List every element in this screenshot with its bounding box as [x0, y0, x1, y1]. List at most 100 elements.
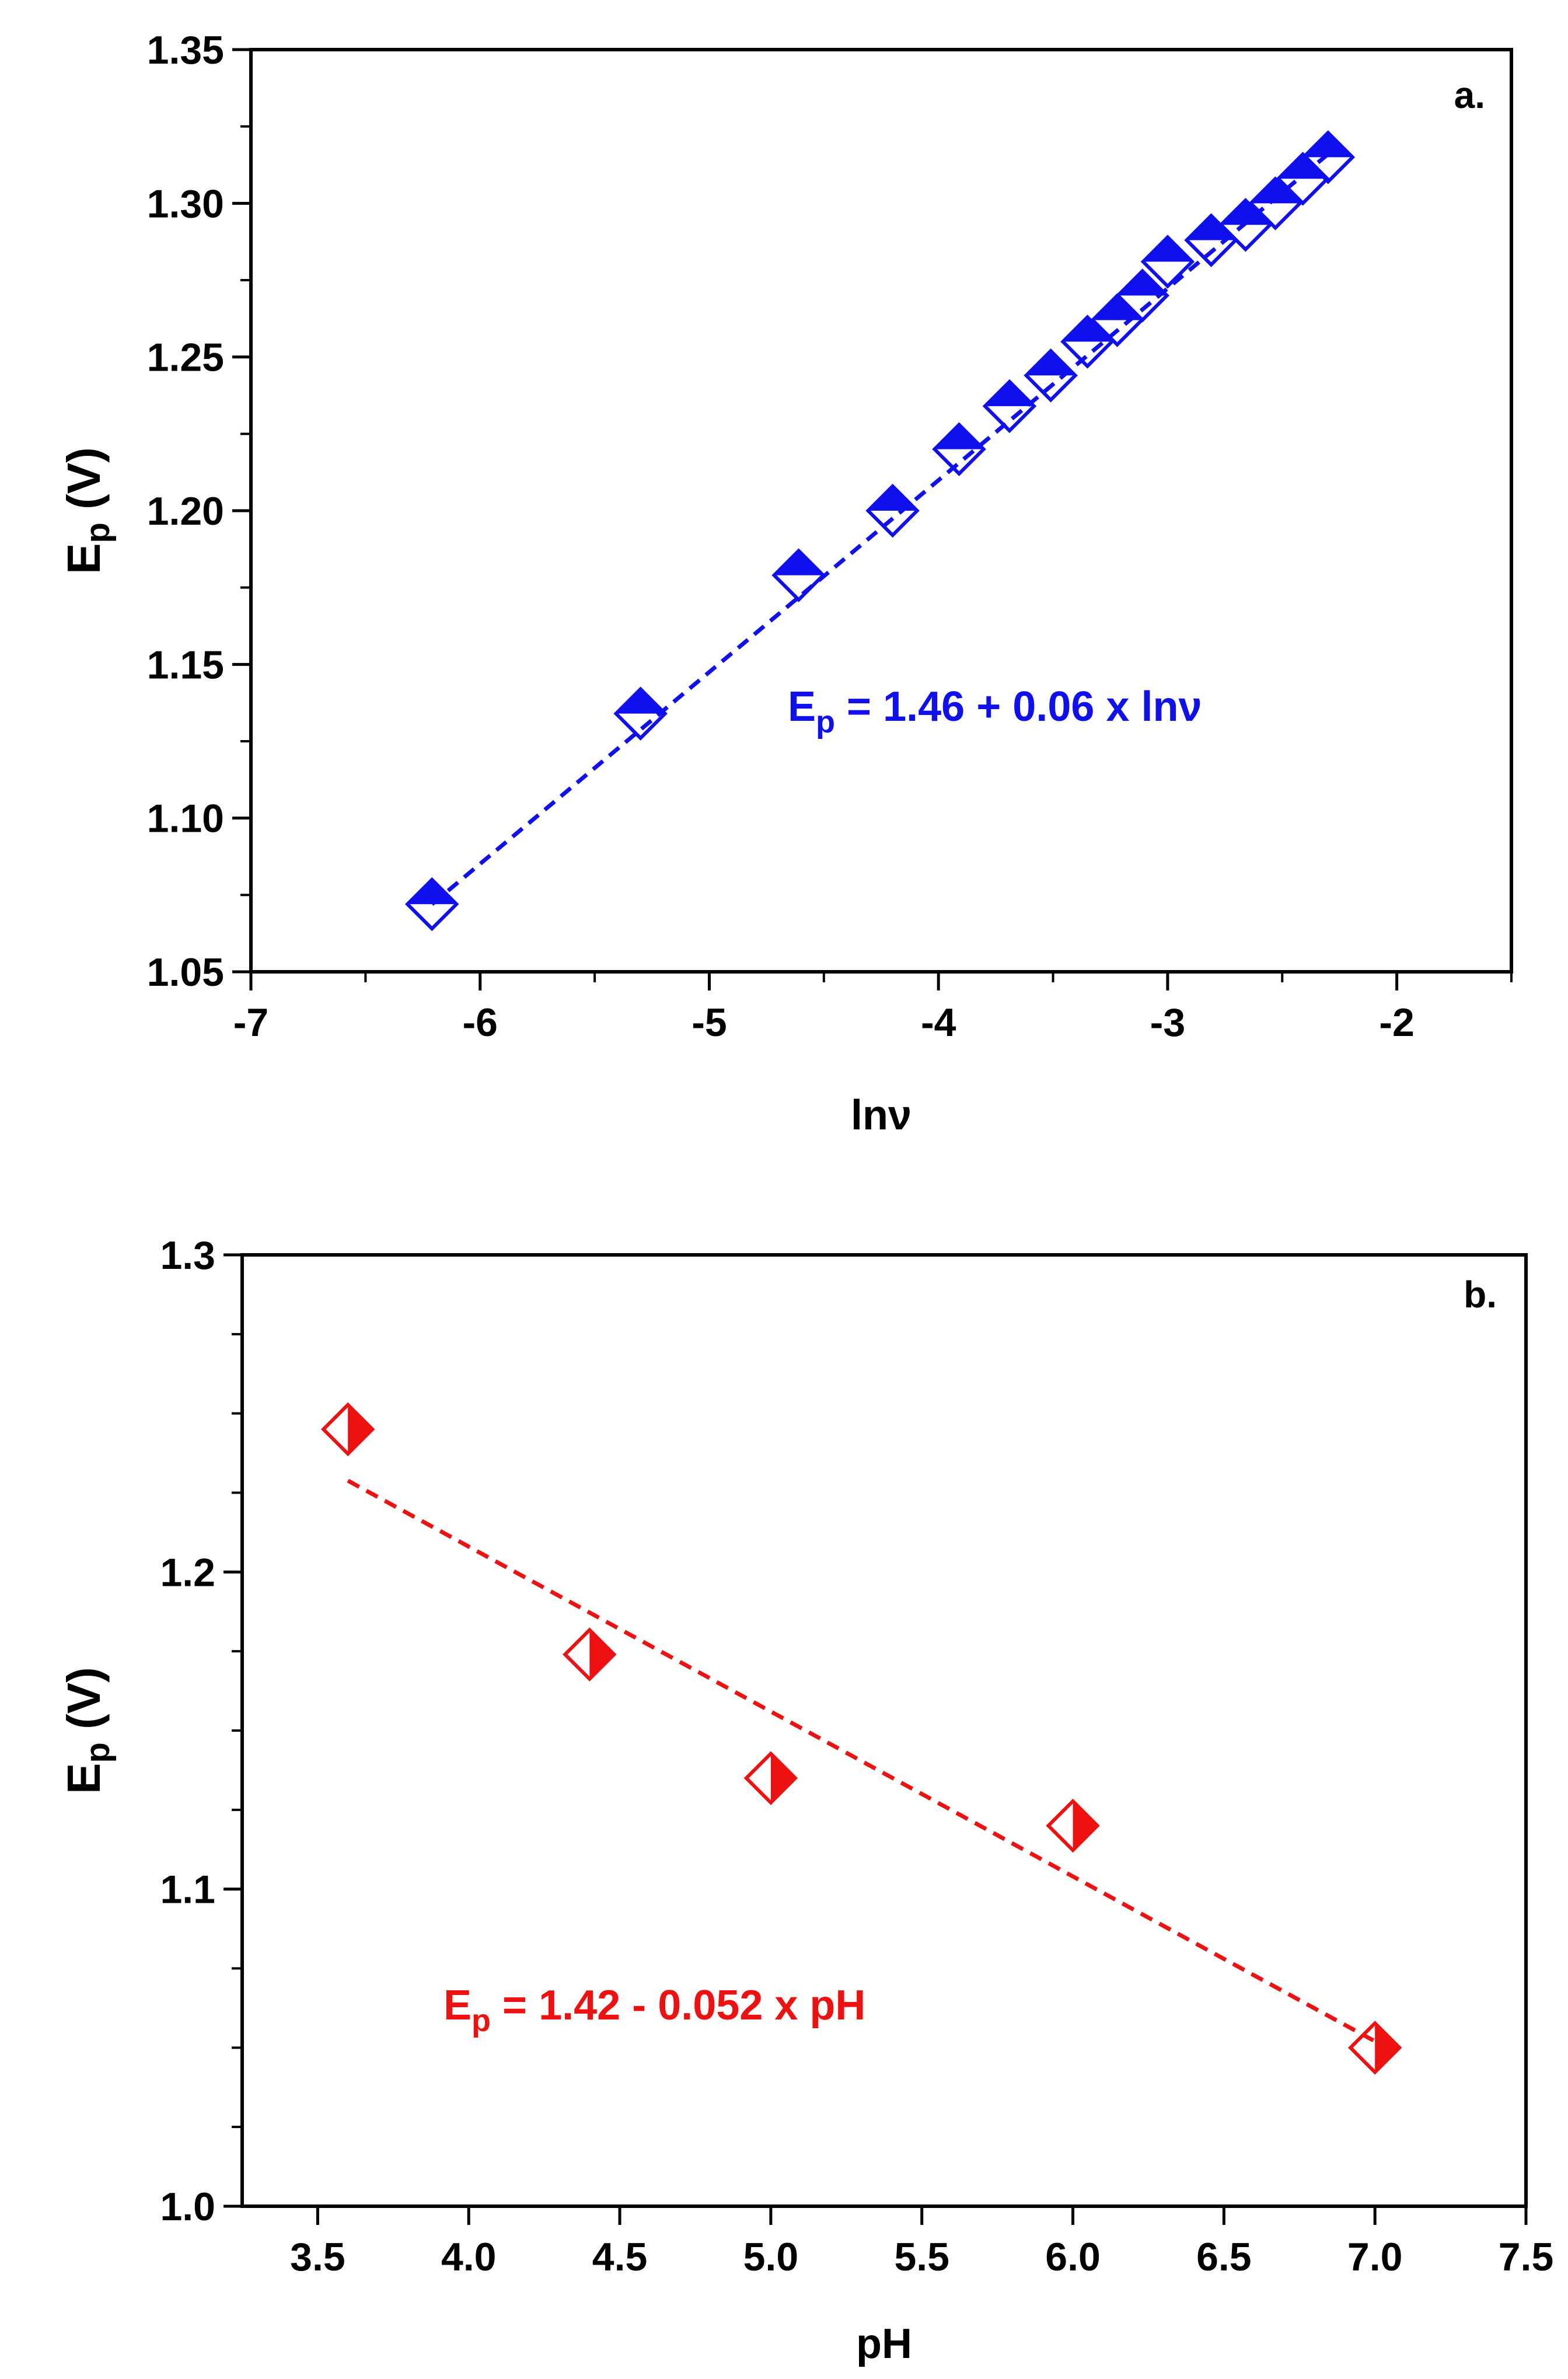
marker-fill [770, 1753, 795, 1803]
fit-line-dashed [347, 1478, 1376, 2043]
y-tick-label: 1.05 [147, 950, 224, 995]
data-points [405, 130, 1356, 932]
data-point [1301, 130, 1356, 184]
marker-fill [616, 689, 665, 714]
y-axis-label-rest: (V) [58, 447, 110, 522]
y-axis-ticks: 1.0 1.1 1.2 1.3 [160, 1233, 242, 2229]
marker-fill [1251, 179, 1300, 204]
marker-outline [1115, 268, 1169, 323]
data-point [1115, 268, 1169, 323]
panel-label: b. [1464, 1274, 1497, 1316]
data-point [1347, 2021, 1402, 2075]
y-tick-label: 1.10 [147, 797, 224, 841]
y-tick-label: 1.15 [147, 643, 224, 687]
marker-outline [743, 1751, 798, 1805]
x-tick-label: -4 [921, 1000, 956, 1045]
data-point [743, 1751, 798, 1805]
data-point [613, 686, 668, 741]
data-point [982, 379, 1037, 434]
marker-fill [1026, 351, 1075, 376]
marker-fill [934, 424, 984, 449]
marker-outline [1347, 2021, 1402, 2075]
x-tick-label: 4.0 [441, 2235, 497, 2279]
data-point [932, 422, 986, 476]
x-axis-label: lnν [851, 1092, 912, 1139]
x-tick-label: -2 [1379, 1000, 1414, 1045]
panel-label: a. [1454, 74, 1485, 116]
data-point [405, 877, 459, 932]
marker-outline [932, 422, 986, 476]
fit-line [431, 152, 1330, 906]
fit-equation: Ep = 1.42 - 0.052 x pH [443, 1982, 865, 2038]
data-point [1060, 315, 1115, 369]
x-tick-label: 5.0 [743, 2235, 799, 2279]
y-axis-label-sub: p [79, 1742, 117, 1763]
chart-panel-a: -7 -6 -5 -4 -3 -2 1.05 1.10 1.15 1.20 1.25 1.30 1.3… [58, 28, 1513, 1139]
plot-frame [240, 1253, 1528, 2208]
marker-fill [1375, 2023, 1400, 2073]
marker-fill [348, 1404, 373, 1454]
x-tick-label: 7.5 [1499, 2235, 1554, 2279]
chart-panel-b: 3.5 4.0 4.5 5.0 5.5 6.0 6.5 7.0 7.5 1.0 1.1 1.2 1.3… [58, 1233, 1553, 2367]
y-axis-label: Ep (V) [58, 447, 117, 574]
data-point [1248, 176, 1302, 231]
fit-equation-rest: = 1.46 + 0.06 x lnν [835, 683, 1202, 730]
marker-fill [774, 550, 823, 575]
marker-outline [405, 877, 459, 932]
y-tick-label: 1.30 [147, 182, 224, 226]
marker-fill [1073, 1801, 1098, 1850]
x-tick-label: 6.0 [1045, 2235, 1101, 2279]
fit-equation-main: E [788, 683, 816, 730]
y-tick-label: 1.25 [147, 336, 224, 380]
x-tick-label: 7.0 [1347, 2235, 1403, 2279]
fit-equation-sub: p [816, 704, 835, 739]
y-tick-label: 1.35 [147, 28, 224, 72]
data-point [865, 483, 920, 538]
y-axis-label: Ep (V) [58, 1667, 117, 1794]
x-axis-ticks: 3.5 4.0 4.5 5.0 5.5 6.0 6.5 7.0 7.5 [290, 2206, 1553, 2279]
data-point [1046, 1798, 1100, 1853]
fit-equation-main: E [443, 1982, 472, 2029]
marker-outline [1140, 235, 1195, 289]
x-tick-label: 3.5 [290, 2235, 345, 2279]
x-axis-ticks: -7 -6 -5 -4 -3 -2 [233, 972, 1513, 1045]
fit-line-dashed [431, 152, 1330, 906]
marker-outline [563, 1627, 617, 1682]
marker-fill [1186, 215, 1236, 240]
y-tick-label: 1.2 [160, 1550, 215, 1595]
data-point [1024, 348, 1078, 403]
marker-outline [1248, 176, 1302, 231]
y-axis-label-main: E [58, 1763, 110, 1794]
marker-outline [1024, 348, 1078, 403]
data-point [320, 1402, 375, 1457]
x-tick-label: 4.5 [592, 2235, 648, 2279]
marker-fill [868, 486, 917, 511]
fit-equation-sub: p [472, 2003, 491, 2038]
y-tick-label: 1.3 [160, 1233, 215, 1278]
marker-fill [1221, 200, 1270, 225]
x-axis-label: pH [856, 2321, 912, 2367]
data-points [320, 1402, 1402, 2075]
marker-outline [613, 686, 668, 741]
marker-fill [1092, 295, 1142, 320]
marker-fill [1063, 317, 1112, 342]
marker-fill [1303, 132, 1353, 158]
y-axis-label-rest: (V) [58, 1667, 110, 1742]
x-tick-label: 5.5 [894, 2235, 949, 2279]
marker-fill [1278, 154, 1328, 179]
marker-outline [982, 379, 1037, 434]
x-tick-label: -6 [462, 1000, 497, 1045]
fit-line [347, 1478, 1376, 2043]
x-tick-label: -5 [692, 1000, 727, 1045]
marker-fill [1117, 271, 1167, 296]
marker-fill [589, 1630, 614, 1679]
marker-outline [771, 548, 826, 602]
y-tick-label: 1.20 [147, 489, 224, 533]
marker-outline [320, 1402, 375, 1457]
marker-fill [407, 880, 457, 905]
marker-outline [865, 483, 920, 538]
data-point [1140, 235, 1195, 289]
marker-outline [1046, 1798, 1100, 1853]
marker-fill [1143, 237, 1192, 262]
